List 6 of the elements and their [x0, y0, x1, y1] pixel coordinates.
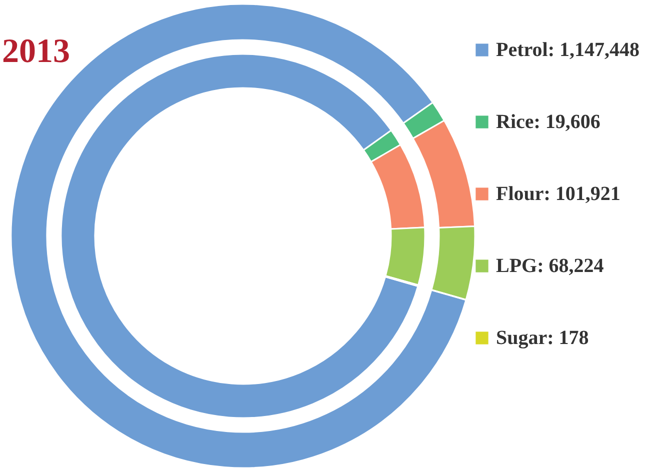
legend-label: Petrol: 1,147,448 — [496, 39, 640, 61]
legend-label: Rice: 19,606 — [496, 111, 600, 133]
legend-label: LPG: 68,224 — [496, 255, 604, 277]
legend-label: Flour: 101,921 — [496, 183, 620, 205]
legend-label: Sugar: 178 — [496, 327, 589, 349]
text: 2013 — [2, 33, 70, 70]
